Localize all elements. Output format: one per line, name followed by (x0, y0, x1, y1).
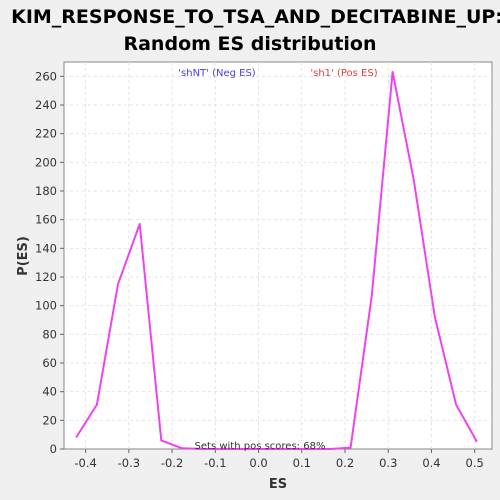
y-tick-label: 140 (35, 241, 57, 255)
y-tick-label: 100 (35, 299, 57, 313)
y-tick-label: 80 (42, 327, 57, 341)
series-line (75, 71, 478, 450)
x-tick-label: 0.3 (379, 456, 397, 470)
x-tick-label: -0.3 (118, 456, 140, 470)
series-group (75, 71, 478, 450)
x-axis-label: ES (269, 477, 287, 492)
x-tick-label: -0.4 (74, 456, 96, 470)
y-tick-label: 0 (50, 442, 57, 456)
x-tick-label: -0.2 (161, 456, 183, 470)
y-tick-label: 220 (35, 127, 57, 141)
x-axis-ticks: -0.4 -0.3 -0.2 -0.1 0.0 0.1 0.2 0.3 0.4 0.5 (74, 449, 484, 470)
y-axis-ticks: 0 20 40 60 80 100 120 140 160 180 200 220 240 260 (35, 69, 64, 456)
y-tick-label: 20 (42, 413, 57, 427)
x-tick-label: 0.1 (293, 456, 311, 470)
x-tick-label: -0.1 (204, 456, 226, 470)
grid (64, 62, 492, 449)
chart-title-line-2: Random ES distribution (123, 33, 376, 55)
chart-title-line-1: KIM_RESPONSE_TO_TSA_AND_DECITABINE_UP: (11, 6, 500, 28)
x-tick-label: 0.4 (422, 456, 440, 470)
y-tick-label: 60 (42, 356, 57, 370)
y-tick-label: 160 (35, 213, 57, 227)
y-tick-label: 240 (35, 98, 57, 112)
y-tick-label: 120 (35, 270, 57, 284)
x-tick-label: 0.2 (336, 456, 354, 470)
y-axis-label: P(ES) (16, 236, 31, 276)
y-tick-label: 40 (42, 385, 57, 399)
neg-annotation: 'shNT' (Neg ES) (178, 68, 256, 79)
x-tick-label: 0.5 (466, 456, 484, 470)
y-tick-label: 200 (35, 155, 57, 169)
footer-annotation: Sets with pos scores: 68% (195, 441, 326, 452)
plot-area (63, 61, 493, 450)
x-tick-label: 0.0 (249, 456, 267, 470)
pos-annotation: 'sh1' (Pos ES) (310, 68, 377, 79)
y-tick-label: 260 (35, 69, 57, 83)
y-tick-label: 180 (35, 184, 57, 198)
